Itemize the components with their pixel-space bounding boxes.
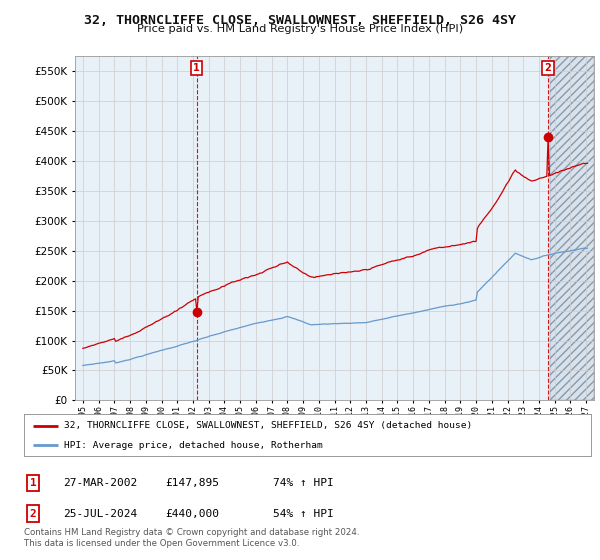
Text: £147,895: £147,895 xyxy=(165,478,219,488)
Text: 74% ↑ HPI: 74% ↑ HPI xyxy=(273,478,334,488)
Text: 32, THORNCLIFFE CLOSE, SWALLOWNEST, SHEFFIELD, S26 4SY (detached house): 32, THORNCLIFFE CLOSE, SWALLOWNEST, SHEF… xyxy=(64,421,472,430)
Text: HPI: Average price, detached house, Rotherham: HPI: Average price, detached house, Roth… xyxy=(64,441,322,450)
Text: 1: 1 xyxy=(193,63,200,73)
Bar xyxy=(550,56,594,400)
Text: Price paid vs. HM Land Registry's House Price Index (HPI): Price paid vs. HM Land Registry's House … xyxy=(137,24,463,34)
Text: Contains HM Land Registry data © Crown copyright and database right 2024.
This d: Contains HM Land Registry data © Crown c… xyxy=(24,528,359,548)
Text: 1: 1 xyxy=(29,478,37,488)
Text: £440,000: £440,000 xyxy=(165,508,219,519)
Text: 2: 2 xyxy=(29,508,37,519)
Text: 32, THORNCLIFFE CLOSE, SWALLOWNEST, SHEFFIELD, S26 4SY: 32, THORNCLIFFE CLOSE, SWALLOWNEST, SHEF… xyxy=(84,14,516,27)
Bar xyxy=(550,56,594,400)
Text: 54% ↑ HPI: 54% ↑ HPI xyxy=(273,508,334,519)
Text: 25-JUL-2024: 25-JUL-2024 xyxy=(63,508,137,519)
Text: 27-MAR-2002: 27-MAR-2002 xyxy=(63,478,137,488)
Text: 2: 2 xyxy=(544,63,551,73)
